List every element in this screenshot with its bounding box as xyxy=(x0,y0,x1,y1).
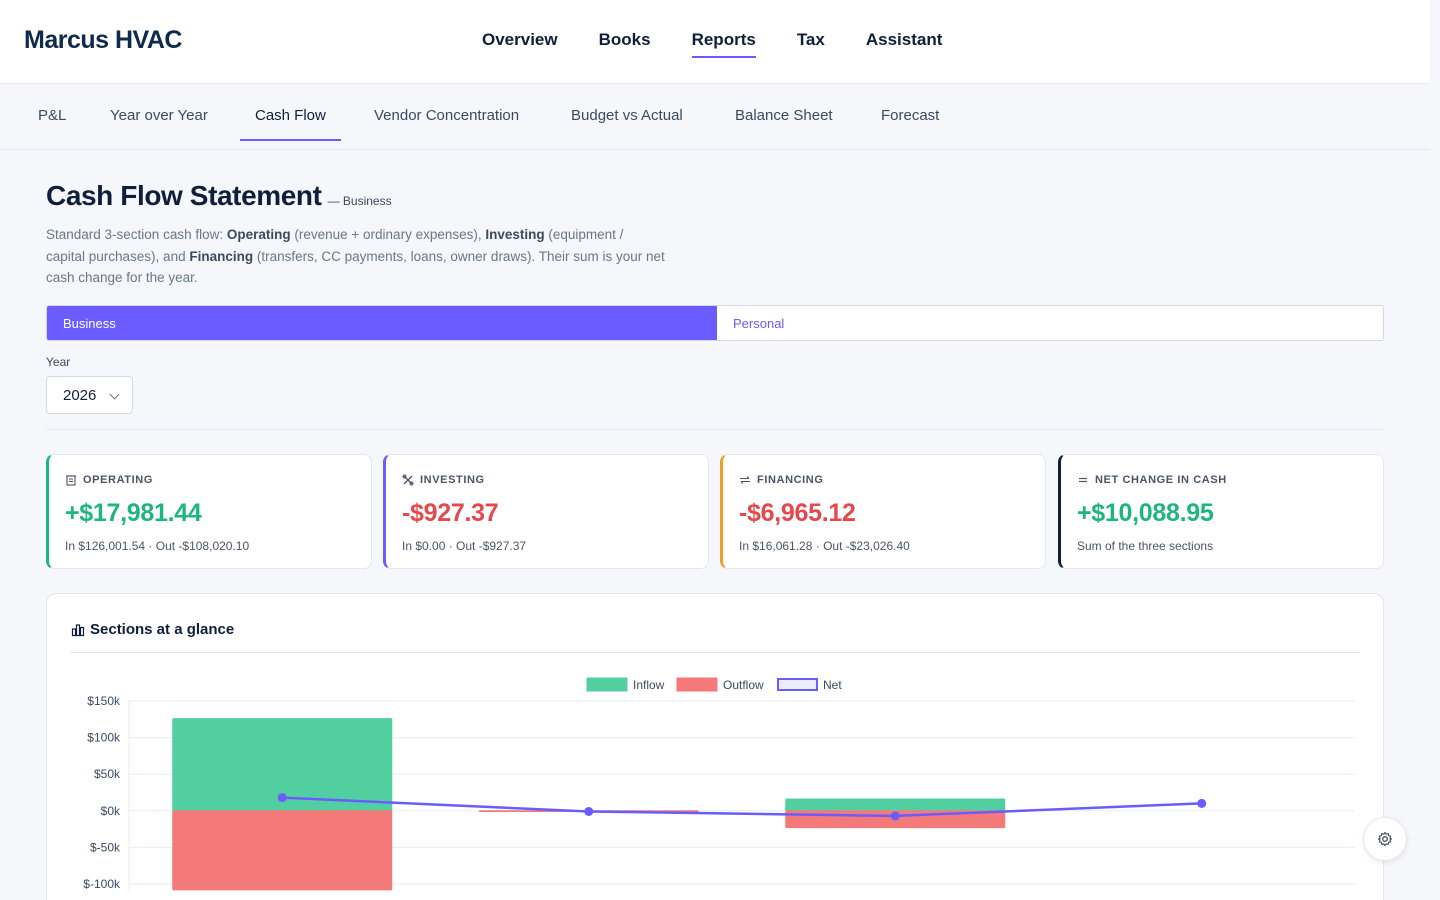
card-net-header: NET CHANGE IN CASH xyxy=(1077,474,1227,486)
card-net-amount: +$10,088.95 xyxy=(1077,499,1214,527)
nav-tax[interactable]: Tax xyxy=(796,30,825,49)
net-point xyxy=(584,806,594,816)
y-tick-label: $0k xyxy=(101,804,121,818)
card-operating-amount: +$17,981.44 xyxy=(65,499,202,527)
year-value: 2026 xyxy=(63,387,97,404)
chart-divider xyxy=(70,652,1360,653)
card-financing: FINANCING -$6,965.12 In $16,061.28 · Out… xyxy=(720,454,1046,569)
tab-pl[interactable]: P&L xyxy=(38,107,67,124)
y-tick-label: $-50k xyxy=(90,840,121,854)
card-investing-header: INVESTING xyxy=(402,474,485,486)
report-tabs: P&L Year over Year Cash Flow Vendor Conc… xyxy=(0,84,1430,150)
brand-logo[interactable]: Marcus HVAC xyxy=(24,26,182,54)
tab-balance-sheet[interactable]: Balance Sheet xyxy=(735,107,833,124)
nav-assistant[interactable]: Assistant xyxy=(865,30,943,49)
divider xyxy=(46,429,1384,430)
desc-text-3: (equipment / capital purchases), and xyxy=(46,227,624,264)
chart-card: Sections at a glance $150k $100k $50k $0k $-… xyxy=(46,593,1384,900)
page-description: Standard 3-section cash flow: Operating … xyxy=(46,224,666,289)
inflow-bar xyxy=(785,798,1006,812)
card-operating-header: OPERATING xyxy=(65,474,153,486)
year-label: Year xyxy=(46,355,71,369)
tab-cash-flow[interactable]: Cash Flow xyxy=(240,84,341,141)
chart-title: Sections at a glance xyxy=(71,621,234,638)
card-investing-label: INVESTING xyxy=(420,474,485,486)
net-point xyxy=(277,793,287,803)
card-operating-label: OPERATING xyxy=(83,474,153,486)
toggle-business[interactable]: Business xyxy=(47,306,717,340)
card-operating-detail: In $126,001.54 · Out -$108,020.10 xyxy=(65,539,250,553)
card-investing: INVESTING -$927.37 In $0.00 · Out -$927.… xyxy=(383,454,709,569)
tab-forecast[interactable]: Forecast xyxy=(881,107,940,124)
y-tick-label: $100k xyxy=(87,731,121,745)
net-point xyxy=(890,811,900,821)
card-operating: OPERATING +$17,981.44 In $126,001.54 · O… xyxy=(46,454,372,569)
card-net-detail: Sum of the three sections xyxy=(1077,539,1214,553)
desc-investing: Investing xyxy=(485,227,545,242)
chevron-down-icon xyxy=(109,389,120,400)
nav-overview[interactable]: Overview xyxy=(482,30,558,49)
toggle-personal[interactable]: Personal xyxy=(733,316,785,331)
top-bar: Marcus HVAC Overview Books Reports Tax A… xyxy=(0,0,1430,84)
page-title: Cash Flow Statement xyxy=(46,180,322,211)
page-header: Cash Flow Statement — Business xyxy=(46,180,392,212)
bar-chart-icon xyxy=(71,623,85,636)
chart-title-text: Sections at a glance xyxy=(90,621,235,638)
legend-swatch xyxy=(777,678,818,691)
tab-vendor-concentration[interactable]: Vendor Concentration xyxy=(374,107,520,124)
outflow-bar xyxy=(172,810,393,891)
tab-budget-vs-actual[interactable]: Budget vs Actual xyxy=(571,107,683,124)
card-investing-amount: -$927.37 xyxy=(402,499,499,527)
desc-text-1: Standard 3-section cash flow: xyxy=(46,227,227,242)
legend-swatch xyxy=(586,677,628,692)
y-tick-label: $-100k xyxy=(83,877,121,891)
page-title-tag: — Business xyxy=(327,194,392,208)
desc-financing: Financing xyxy=(189,248,254,264)
arrows-exchange-icon xyxy=(740,476,750,484)
desc-text-2: (revenue + ordinary expenses), xyxy=(290,227,486,242)
nav-reports[interactable]: Reports xyxy=(691,30,756,58)
card-investing-detail: In $0.00 · Out -$927.37 xyxy=(402,539,527,553)
legend-swatch xyxy=(676,677,718,692)
legend-label: Inflow xyxy=(633,678,665,692)
building-icon xyxy=(66,475,76,486)
settings-button[interactable] xyxy=(1363,817,1407,861)
y-tick-label: $150k xyxy=(87,694,121,708)
equals-icon xyxy=(1079,477,1087,483)
main-nav: Overview Books Reports Tax Assistant xyxy=(482,30,983,58)
card-financing-label: FINANCING xyxy=(757,474,824,486)
card-financing-amount: -$6,965.12 xyxy=(739,499,856,527)
entity-toggle: Business Personal xyxy=(46,305,1384,341)
net-line xyxy=(282,796,1202,818)
card-net-change: NET CHANGE IN CASH +$10,088.95 Sum of th… xyxy=(1058,454,1384,569)
legend-label: Outflow xyxy=(723,678,764,692)
year-select[interactable]: 2026 xyxy=(46,376,133,414)
cash-flow-chart: $150k $100k $50k $0k $-50k $-100k Inflow Outflo… xyxy=(83,677,1355,892)
desc-text-4: (transfers, CC payments, loans, owner dr… xyxy=(46,248,665,286)
card-net-label: NET CHANGE IN CASH xyxy=(1095,474,1227,486)
card-financing-detail: In $16,061.28 · Out -$23,026.40 xyxy=(739,539,910,553)
y-tick-label: $50k xyxy=(94,767,121,781)
desc-operating: Operating xyxy=(226,227,291,242)
tab-year-over-year[interactable]: Year over Year xyxy=(110,107,208,124)
gear-icon xyxy=(1377,831,1393,847)
nav-books[interactable]: Books xyxy=(598,30,651,49)
card-financing-header: FINANCING xyxy=(739,474,824,486)
net-point xyxy=(1197,798,1207,808)
tools-icon xyxy=(402,474,414,486)
legend-label: Net xyxy=(823,678,842,692)
